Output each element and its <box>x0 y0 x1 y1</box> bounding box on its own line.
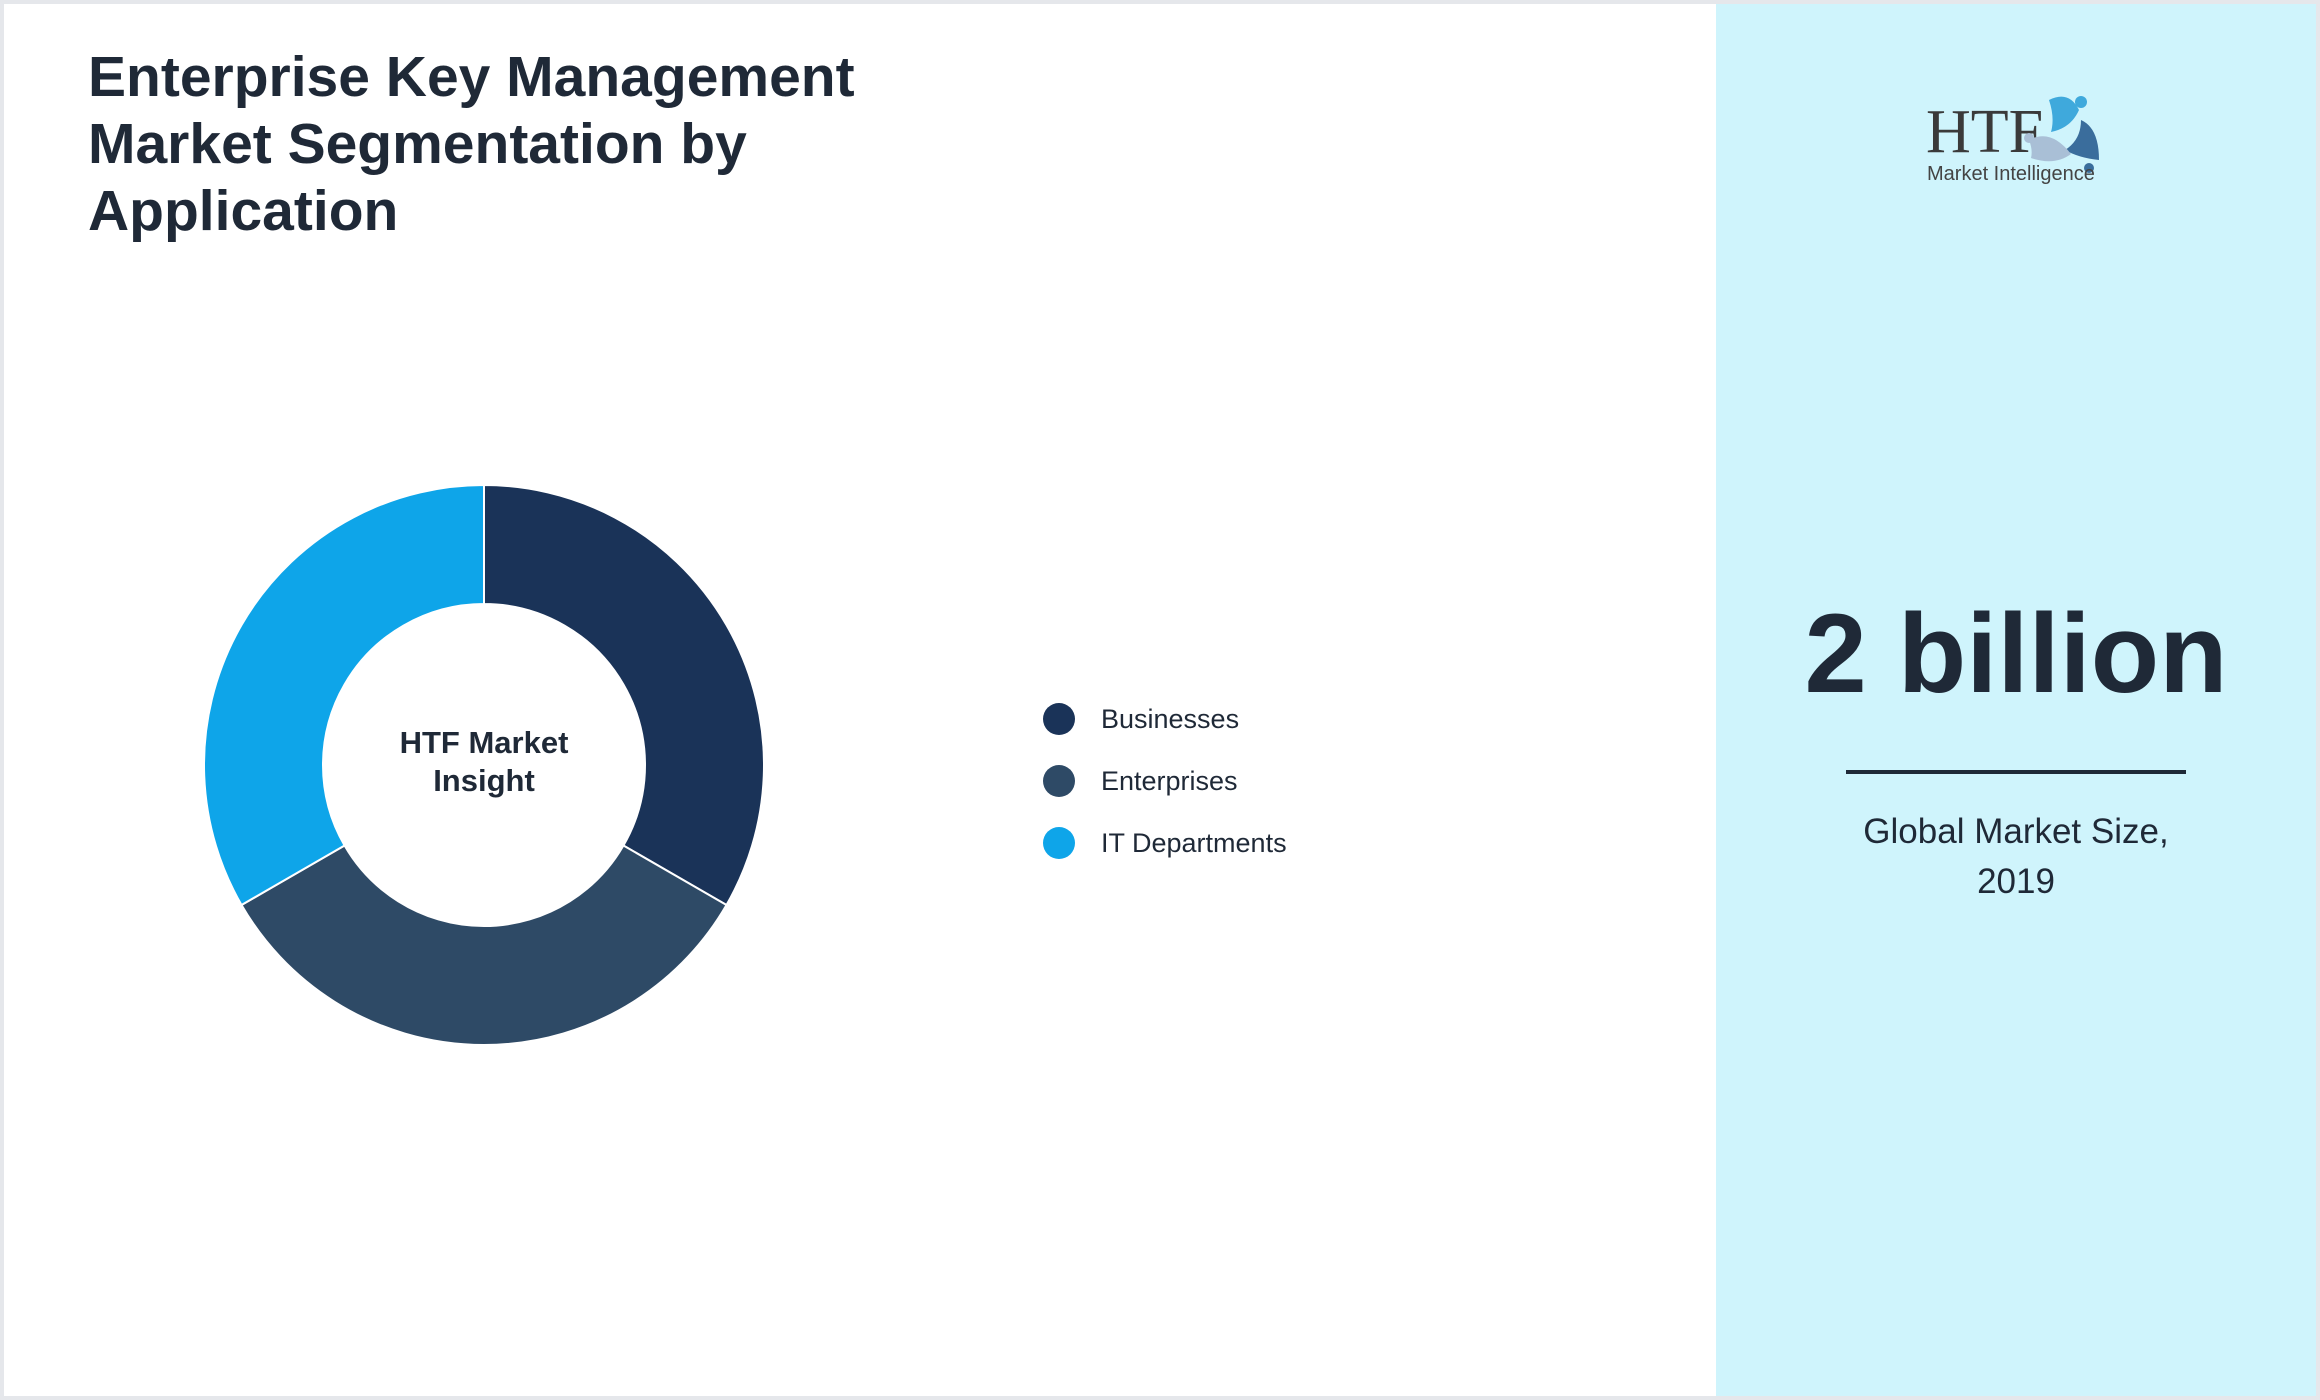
donut-slice-it-departments <box>203 483 485 907</box>
legend-item-it-departments: IT Departments <box>1043 812 1287 874</box>
svg-text:HTF: HTF <box>1926 98 2043 166</box>
legend-dot-it-departments <box>1043 827 1075 859</box>
center-label-line-1: HTF Market <box>399 725 569 760</box>
market-size-caption: Global Market Size, 2019 <box>1716 807 2316 907</box>
legend-label: Enterprises <box>1101 765 1238 796</box>
caption-line-2: 2019 <box>1977 862 2055 901</box>
legend-label: Businesses <box>1101 703 1240 734</box>
donut-slice-businesses <box>483 483 765 907</box>
caption-line-1: Global Market Size, <box>1863 812 2169 851</box>
divider <box>1846 770 2186 774</box>
donut-center-label: HTF Market Insight <box>334 724 634 800</box>
chart-legend: Businesses Enterprises IT Departments <box>1043 688 1287 874</box>
legend-dot-businesses <box>1043 703 1075 735</box>
htf-logo: HTF Market Intelligence <box>1926 96 2099 185</box>
donut-slice-enterprises <box>240 844 728 1046</box>
center-label-line-2: Insight <box>433 763 535 798</box>
page-title: Enterprise Key Management Market Segment… <box>88 45 855 243</box>
donut-chart <box>203 483 765 1046</box>
legend-dot-enterprises <box>1043 765 1075 797</box>
logo-subtitle: Market Intelligence <box>1927 163 2095 185</box>
legend-item-enterprises: Enterprises <box>1043 750 1287 812</box>
market-size-value: 2 billion <box>1804 591 2228 716</box>
legend-label: IT Departments <box>1101 827 1287 858</box>
market-size-panel: HTF Market Intelligence 2 billion Global… <box>1716 4 2316 1396</box>
legend-item-businesses: Businesses <box>1043 688 1287 750</box>
